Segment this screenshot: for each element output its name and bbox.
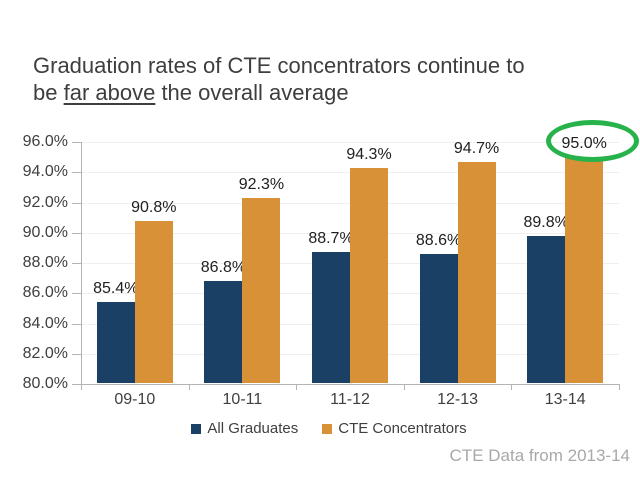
- y-axis-tick: [72, 263, 81, 264]
- x-axis-line: [81, 384, 620, 385]
- bar-value-label: 94.3%: [346, 145, 392, 163]
- y-axis-tick: [72, 142, 81, 143]
- y-axis-tick-label: 92.0%: [22, 194, 68, 211]
- x-axis-category-label: 12-13: [437, 391, 479, 408]
- all-graduates-bar: [96, 302, 135, 383]
- y-axis-tick-label: 94.0%: [22, 163, 68, 180]
- bar-value-label: 94.7%: [453, 139, 500, 157]
- y-axis-tick-label: 84.0%: [22, 315, 68, 332]
- all-graduates-bar: [527, 235, 566, 383]
- y-axis-tick: [72, 172, 81, 173]
- y-axis-tick: [72, 384, 81, 385]
- y-axis-line: [81, 142, 82, 384]
- title-line2-suffix: the overall average: [155, 80, 349, 105]
- bar-value-label: 88.6%: [415, 231, 462, 249]
- legend-item: CTE Concentrators: [322, 420, 467, 437]
- footer-note: CTE Data from 2013-14: [449, 446, 630, 465]
- all-graduates-bar: [419, 253, 458, 383]
- bar-value-label: 86.8%: [200, 259, 247, 277]
- cte-concentrators-bar: [242, 198, 281, 383]
- legend-label: All Graduates: [207, 420, 299, 437]
- y-axis-tick: [72, 293, 81, 294]
- all-graduates-bar: [204, 281, 243, 383]
- x-axis-tick: [189, 384, 190, 390]
- cte-concentrators-bar: [350, 167, 388, 383]
- y-axis-tick: [72, 233, 81, 234]
- title-line2-prefix: be: [33, 80, 64, 105]
- bar-value-label: 89.8%: [523, 213, 569, 231]
- bar-value-label: 85.4%: [93, 280, 139, 298]
- y-gridline: [81, 142, 619, 143]
- y-axis-tick-label: 80.0%: [22, 375, 68, 392]
- chart-legend: All Graduates CTE Concentrators: [9, 421, 640, 437]
- cte-concentrators-bar: [457, 161, 496, 383]
- all-graduates-bar: [312, 252, 350, 383]
- y-axis-tick: [72, 354, 81, 355]
- title-line1: Graduation rates of CTE concentrators co…: [33, 53, 525, 78]
- slide-title: Graduation rates of CTE concentrators co…: [33, 52, 625, 106]
- x-axis-category-label: 09-10: [114, 391, 156, 408]
- x-axis-tick: [511, 384, 512, 390]
- x-axis-tick: [296, 384, 297, 390]
- x-axis-tick: [81, 384, 82, 390]
- y-axis-tick-label: 82.0%: [22, 345, 68, 362]
- legend-swatch-icon: [322, 424, 333, 434]
- y-axis-tick-label: 90.0%: [22, 224, 68, 241]
- y-axis-tick-label: 96.0%: [22, 133, 68, 150]
- y-axis-tick-label: 88.0%: [22, 254, 68, 271]
- legend-label: CTE Concentrators: [338, 420, 467, 437]
- y-axis-tick-label: 86.0%: [22, 284, 68, 301]
- x-axis-tick: [404, 384, 405, 390]
- y-axis-tick: [72, 203, 81, 204]
- title-line2-underlined-phrase: far above: [63, 80, 156, 105]
- title-line2: be far above the overall average: [33, 80, 349, 105]
- legend-item: All Graduates: [191, 421, 298, 437]
- x-axis-category-label: 11-12: [330, 391, 370, 408]
- x-axis-category-label: 10-11: [222, 391, 263, 408]
- cte-concentrators-bar: [565, 157, 604, 383]
- bar-value-label: 92.3%: [238, 176, 285, 193]
- highlight-ellipse: [546, 120, 639, 162]
- legend-swatch-icon: [191, 424, 202, 434]
- x-axis-category-label: 13-14: [544, 391, 586, 408]
- x-axis-tick: [619, 384, 620, 390]
- bar-value-label: 90.8%: [131, 198, 177, 216]
- bar-value-label: 88.7%: [308, 230, 354, 248]
- cte-concentrators-bar: [134, 220, 173, 383]
- y-axis-tick: [72, 324, 81, 325]
